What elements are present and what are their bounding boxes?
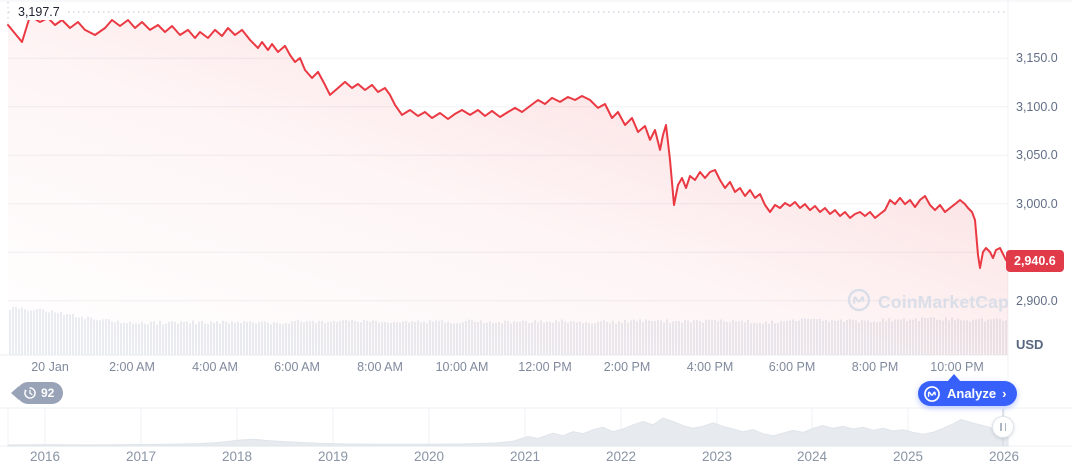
x-axis-label: 10:00 PM [930,360,984,374]
navigator-year-label: 2026 [988,449,1020,464]
navigator-year-label: 2024 [796,449,828,464]
navigator-year-label: 2025 [892,449,924,464]
currency-label: USD [1016,337,1044,352]
x-axis-label: 4:00 AM [192,360,238,374]
y-axis-label: 3,050.0 [1016,148,1058,163]
x-axis-label: 8:00 PM [851,360,899,374]
x-axis-label: 4:00 PM [686,360,734,374]
navigator-year-label: 2018 [221,449,253,464]
period-high-label: 3,197.7 [13,4,65,20]
y-axis-label: 2,900.0 [1016,293,1058,308]
x-axis-label: 2:00 PM [603,360,651,374]
current-price-value: 2,940.6 [1014,254,1056,269]
navigator-year-label: 2020 [413,449,445,464]
navigator-year-label: 2016 [29,449,61,464]
navigator-handle[interactable] [992,416,1014,438]
analyze-tooltip-caret [947,374,961,382]
x-axis-label: 6:00 PM [768,360,816,374]
chevron-right-icon: › [1002,386,1007,401]
analyze-button[interactable]: Analyze › [918,381,1018,406]
current-price-badge: 2,940.6 [1006,250,1064,273]
coinmarketcap-logo-icon [923,385,941,403]
analyze-label: Analyze [947,386,997,401]
x-axis-label: 12:00 PM [518,360,572,374]
navigator-year-label: 2023 [701,449,733,464]
price-line-series [7,15,1009,355]
y-axis-label: 3,000.0 [1016,196,1058,211]
navigator-mini-chart[interactable] [0,407,1072,447]
navigator-year-label: 2022 [605,449,637,464]
history-icon [23,386,37,400]
replay-count: 92 [41,386,55,400]
navigator-year-label: 2019 [317,449,349,464]
y-axis-label: 3,100.0 [1016,99,1058,114]
x-axis-label: 2:00 AM [109,360,155,374]
navigator-year-label: 2021 [509,449,541,464]
navigator-year-label: 2017 [125,449,157,464]
x-axis-label: 6:00 AM [274,360,320,374]
x-axis-label: 20 Jan [31,360,69,374]
x-axis-label: 8:00 AM [357,360,403,374]
x-axis-label: 10:00 AM [435,360,489,374]
y-axis-label: 3,150.0 [1016,51,1058,66]
grip-icon [1000,423,1002,431]
replay-count-badge[interactable]: 92 [17,382,64,404]
